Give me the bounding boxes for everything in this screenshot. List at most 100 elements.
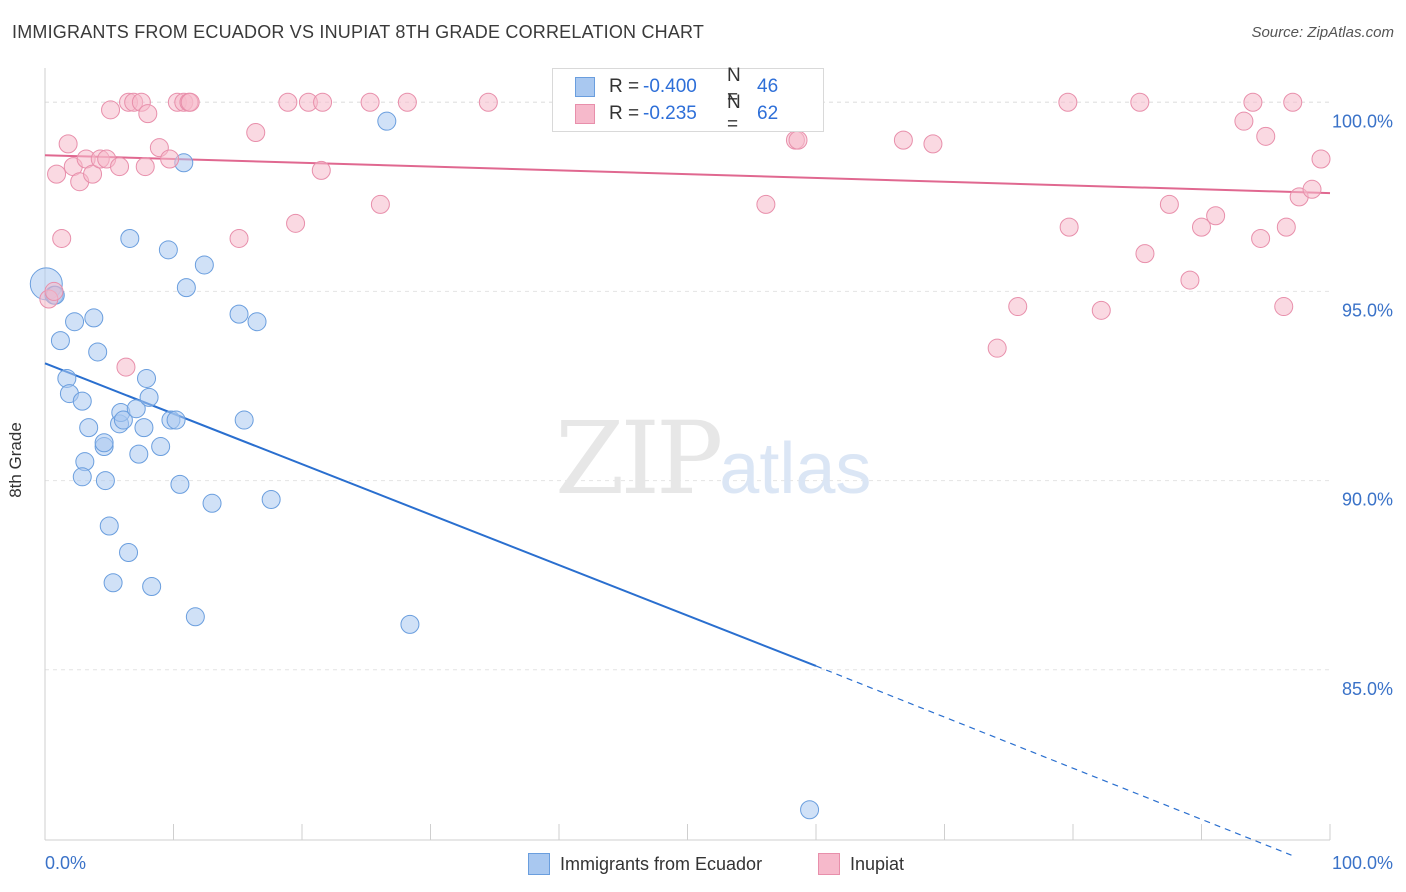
- watermark-zip: ZIP: [555, 400, 723, 517]
- ecuador-point: [129, 444, 149, 464]
- legend-r-value: -0.400: [643, 76, 697, 97]
- inupiat-point: [370, 194, 390, 214]
- bottom-legend-label: Immigrants from Ecuador: [560, 853, 763, 874]
- legend-row-inupiat: R = -0.235 N = 62: [575, 92, 779, 135]
- inupiat-point: [160, 149, 180, 169]
- ecuador-point: [176, 278, 196, 298]
- legend-n-value: 62: [757, 103, 779, 124]
- legend-r-value: -0.235: [643, 103, 697, 124]
- inupiat-point: [44, 281, 64, 301]
- bottom-legend-ecuador: Immigrants from Ecuador: [528, 851, 762, 877]
- inupiat-point: [923, 134, 943, 154]
- ecuador-point: [50, 331, 70, 351]
- inupiat-point: [83, 164, 103, 184]
- ecuador-point: [142, 577, 162, 597]
- inupiat-point: [1206, 206, 1226, 226]
- inupiat-point: [987, 338, 1007, 358]
- inupiat-point: [1058, 92, 1078, 112]
- watermark: ZIPatlas: [555, 400, 871, 517]
- legend-n-label: N =: [727, 65, 741, 108]
- ecuador-point: [84, 308, 104, 328]
- inupiat-point: [229, 228, 249, 248]
- ecuador-point: [99, 516, 119, 536]
- bottom-legend-inupiat: Inupiat: [818, 851, 904, 877]
- inupiat-point: [1130, 92, 1150, 112]
- ecuador-point: [134, 418, 154, 438]
- inupiat-point: [1159, 194, 1179, 214]
- inupiat-point: [47, 164, 67, 184]
- y-tick-label: 95.0%: [1342, 300, 1393, 320]
- inupiat-point: [135, 157, 155, 177]
- inupiat-point: [110, 157, 130, 177]
- ecuador-point: [103, 573, 123, 593]
- tick-labels: 85.0% 90.0% 95.0% 100.0% 0.0% 100.0%: [45, 111, 1393, 873]
- ecuador-trend-extension: [815, 665, 1292, 856]
- inupiat-point: [1243, 92, 1263, 112]
- x-tick-label: 100.0%: [1332, 853, 1393, 873]
- ecuador-point: [126, 399, 146, 419]
- watermark-atlas: atlas: [719, 429, 872, 509]
- ecuador-point: [137, 368, 157, 388]
- ecuador-point: [229, 304, 249, 324]
- ecuador-point: [170, 474, 190, 494]
- ecuador-point: [247, 312, 267, 332]
- bottom-legend-swatch-blue: [528, 853, 550, 875]
- y-tick-label: 90.0%: [1342, 490, 1393, 510]
- bottom-legend-swatch-pink: [818, 853, 840, 875]
- ecuador-point: [88, 342, 108, 362]
- inupiat-point: [1302, 179, 1322, 199]
- ecuador-point: [72, 391, 92, 411]
- inupiat-point: [788, 130, 808, 150]
- inupiat-point: [1180, 270, 1200, 290]
- inupiat-point: [397, 92, 417, 112]
- inupiat-point: [478, 92, 498, 112]
- inupiat-point: [1059, 217, 1079, 237]
- legend-swatch-blue: [575, 77, 595, 97]
- legend-swatch-pink: [575, 104, 595, 124]
- inupiat-point: [180, 92, 200, 112]
- inupiat-point: [311, 160, 331, 180]
- legend-row-ecuador: R = -0.400 N = 46: [575, 65, 779, 108]
- inupiat-point: [360, 92, 380, 112]
- ecuador-point: [158, 240, 178, 260]
- inupiat-point: [1135, 244, 1155, 264]
- ecuador-point: [185, 607, 205, 627]
- ecuador-point: [94, 433, 114, 453]
- ecuador-point: [234, 410, 254, 430]
- inupiat-point: [101, 100, 121, 120]
- legend-n-label: N =: [727, 92, 741, 135]
- ecuador-point: [95, 471, 115, 491]
- ecuador-point: [166, 410, 186, 430]
- x-tick-label: 0.0%: [45, 853, 86, 873]
- y-tick-label: 85.0%: [1342, 679, 1393, 699]
- chart-title: IMMIGRANTS FROM ECUADOR VS INUPIAT 8TH G…: [12, 22, 705, 42]
- legend-n-value: 46: [757, 76, 779, 97]
- inupiat-point: [1283, 92, 1303, 112]
- ecuador-point: [377, 111, 397, 131]
- ecuador-point: [800, 800, 820, 820]
- bottom-legend-label: Inupiat: [850, 853, 905, 874]
- correlation-legend: R = -0.400 N = 46 R = -0.235 N = 62: [552, 65, 824, 135]
- inupiat-point: [138, 104, 158, 124]
- inupiat-point: [1274, 297, 1294, 317]
- inupiat-point: [278, 92, 298, 112]
- axes: [44, 68, 1331, 841]
- y-axis-label: 8th Grade: [6, 422, 25, 498]
- inupiat-point: [1251, 228, 1271, 248]
- inupiat-point: [1008, 297, 1028, 317]
- ecuador-point: [120, 228, 140, 248]
- ecuador-point: [400, 614, 420, 634]
- inupiat-point: [1276, 217, 1296, 237]
- inupiat-point: [313, 92, 333, 112]
- inupiat-point: [1234, 111, 1254, 131]
- ecuador-point: [79, 418, 99, 438]
- inupiat-point: [1256, 126, 1276, 146]
- inupiat-point: [116, 357, 136, 377]
- ecuador-point: [72, 467, 92, 487]
- ecuador-point: [261, 490, 281, 510]
- ecuador-point: [65, 312, 85, 332]
- inupiat-point: [756, 194, 776, 214]
- ecuador-point: [113, 410, 133, 430]
- data-points: [29, 92, 1331, 820]
